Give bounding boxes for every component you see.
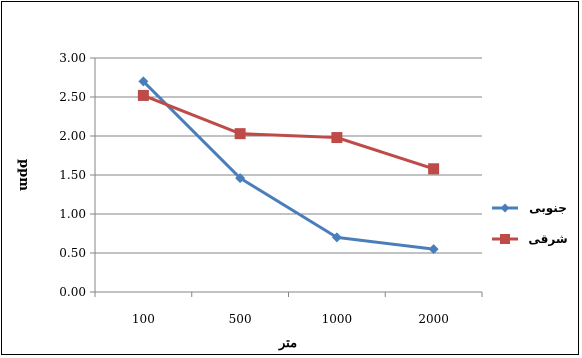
y-tick-label: 3.00 — [59, 51, 86, 65]
series-2 — [137, 89, 440, 175]
legend-marker — [500, 203, 510, 213]
legend-label: جنوبی — [529, 201, 567, 216]
series-group — [137, 76, 440, 255]
data-point — [428, 244, 439, 255]
x-tick-label: 1000 — [322, 312, 353, 326]
legend-label: شرقی — [528, 232, 567, 246]
legend: جنوبی شرقی — [492, 201, 568, 246]
series-1 — [138, 76, 439, 255]
x-tick-label: 500 — [229, 312, 252, 326]
legend-item: جنوبی — [492, 201, 567, 216]
axes — [94, 58, 483, 297]
y-tick-label: 0.50 — [59, 246, 86, 260]
y-tick-label: 1.50 — [59, 168, 86, 182]
x-axis-label: متر — [278, 336, 297, 351]
data-point — [137, 89, 149, 101]
data-point — [235, 173, 246, 184]
data-point — [138, 76, 149, 87]
y-tick-label: 2.50 — [59, 90, 86, 104]
series-line — [142, 94, 435, 171]
data-point — [331, 232, 342, 243]
x-tick-label: 100 — [132, 312, 155, 326]
data-point — [234, 128, 246, 140]
data-point — [331, 132, 343, 144]
series-line — [142, 80, 434, 251]
y-axis-label: ppm — [16, 159, 31, 191]
x-tick-labels: 100 500 1000 2000 — [132, 312, 449, 326]
y-tick-label: 0.00 — [59, 285, 86, 299]
legend-marker — [500, 234, 510, 244]
x-tick-label: 2000 — [418, 312, 449, 326]
y-tick-label: 2.00 — [59, 129, 86, 143]
y-tick-labels: 0.00 0.50 1.00 1.50 2.00 2.50 3.00 — [59, 51, 86, 299]
data-point — [428, 163, 440, 175]
y-tick-label: 1.00 — [59, 207, 86, 221]
legend-item: شرقی — [492, 232, 568, 246]
